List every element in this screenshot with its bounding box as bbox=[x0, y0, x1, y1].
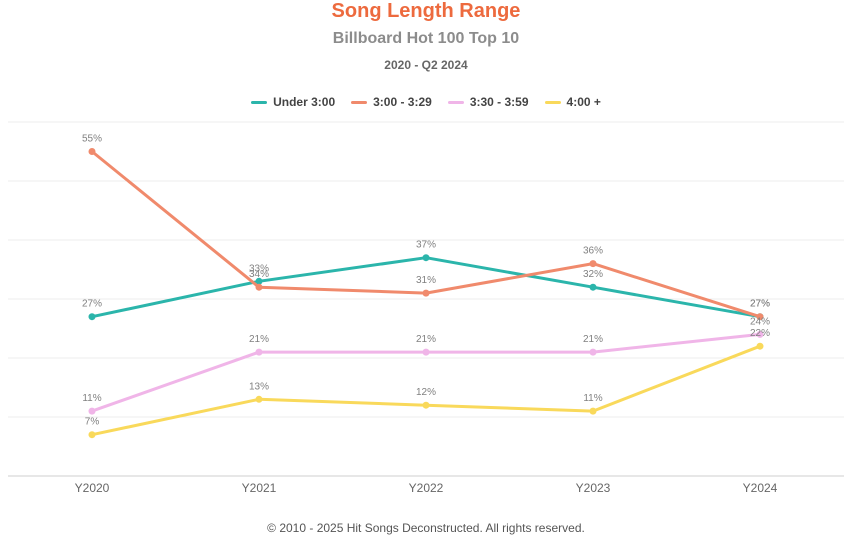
data-point bbox=[255, 395, 263, 403]
x-tick-label: Y2024 bbox=[743, 481, 778, 495]
legend-item-3-00-3-29[interactable]: 3:00 - 3:29 bbox=[351, 95, 432, 109]
legend-item-4-00-plus[interactable]: 4:00 + bbox=[544, 95, 601, 109]
series-line bbox=[90, 332, 762, 413]
data-label: 11% bbox=[82, 393, 101, 404]
data-label: 55% bbox=[82, 134, 102, 145]
data-point bbox=[589, 348, 597, 356]
data-label: 7% bbox=[85, 417, 100, 428]
legend-label: 4:00 + bbox=[566, 95, 601, 109]
data-label: 32% bbox=[583, 269, 603, 280]
x-tick-label: Y2022 bbox=[409, 481, 444, 495]
data-label: 36% bbox=[583, 246, 603, 257]
legend-label: 3:00 - 3:29 bbox=[373, 95, 432, 109]
data-label: 24% bbox=[750, 316, 770, 327]
x-tick-label: Y2021 bbox=[242, 481, 277, 495]
data-point bbox=[422, 254, 430, 262]
data-point bbox=[88, 407, 96, 415]
data-point bbox=[88, 148, 96, 155]
data-label: 33% bbox=[249, 263, 269, 274]
data-label: 21% bbox=[249, 334, 269, 345]
data-point bbox=[255, 283, 263, 291]
data-point bbox=[255, 348, 263, 356]
data-label: 34% bbox=[249, 269, 269, 280]
data-point bbox=[255, 277, 263, 285]
legend-label: 3:30 - 3:59 bbox=[469, 95, 529, 109]
data-point bbox=[88, 313, 96, 321]
legend-item-under-3[interactable]: Under 3:00 bbox=[251, 95, 335, 109]
chart-subtitle: Billboard Hot 100 Top 10 bbox=[332, 30, 520, 47]
data-point bbox=[422, 348, 430, 356]
data-label: 37% bbox=[416, 240, 436, 251]
data-point bbox=[88, 431, 96, 439]
legend-swatch bbox=[544, 100, 561, 104]
data-label: 27% bbox=[750, 299, 770, 310]
data-point bbox=[756, 313, 764, 321]
series-line bbox=[90, 256, 762, 319]
data-label: 13% bbox=[249, 381, 269, 392]
x-tick-label: Y2023 bbox=[576, 481, 611, 495]
data-point bbox=[422, 401, 430, 409]
data-label: 27% bbox=[750, 299, 770, 310]
copyright-footer: © 2010 - 2025 Hit Songs Deconstructed. A… bbox=[267, 521, 585, 535]
chart-period: 2020 - Q2 2024 bbox=[384, 58, 468, 72]
data-label: 21% bbox=[416, 334, 436, 345]
data-point bbox=[756, 342, 764, 350]
x-tick-label: Y2020 bbox=[75, 481, 110, 495]
legend-item-3-30-3-59[interactable]: 3:30 - 3:59 bbox=[447, 95, 529, 109]
data-point bbox=[756, 330, 764, 338]
data-point bbox=[589, 260, 597, 268]
legend-label: Under 3:00 bbox=[273, 95, 336, 109]
data-label: 31% bbox=[416, 275, 436, 286]
data-label: 12% bbox=[416, 387, 436, 398]
legend-swatch bbox=[351, 100, 368, 104]
data-point bbox=[422, 289, 430, 297]
data-point bbox=[589, 407, 597, 415]
data-point bbox=[589, 283, 597, 291]
chart-title: Song Length Range bbox=[331, 0, 521, 22]
legend-swatch bbox=[447, 100, 464, 104]
legend-swatch bbox=[251, 100, 268, 104]
legend: Under 3:00 3:00 - 3:29 3:30 - 3:59 4:00 … bbox=[0, 95, 852, 109]
data-label: 21% bbox=[583, 334, 603, 345]
data-label: 11% bbox=[583, 393, 602, 404]
data-label: 27% bbox=[82, 299, 102, 310]
data-label: 22% bbox=[750, 328, 770, 339]
